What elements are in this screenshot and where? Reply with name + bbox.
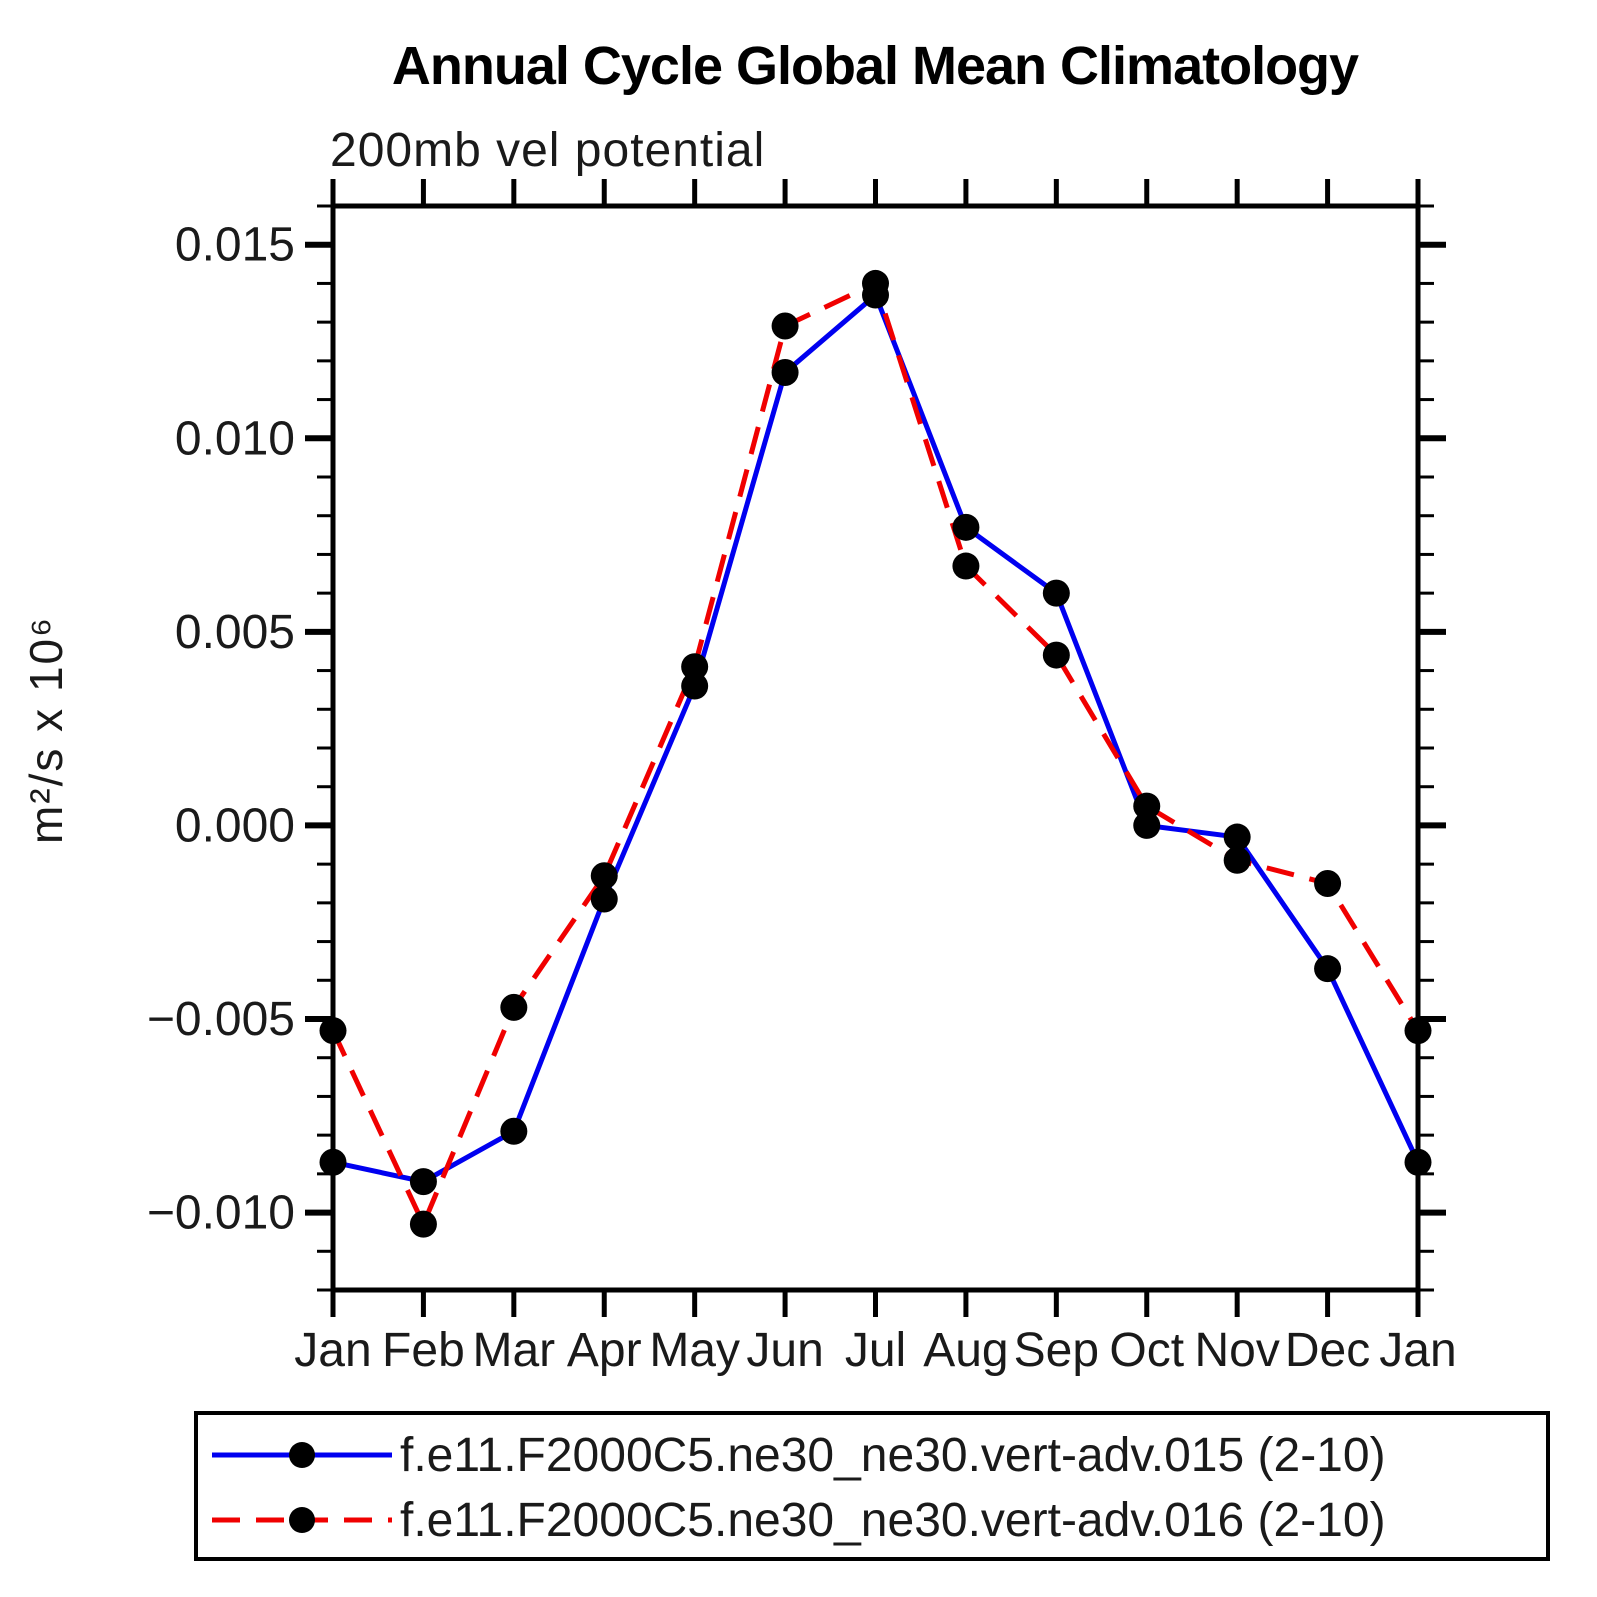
data-point-marker [771, 358, 799, 386]
x-tick-label: May [649, 1324, 740, 1377]
x-tick-label: Mar [472, 1324, 555, 1377]
data-point-marker [1314, 870, 1342, 897]
y-tick-label: −0.010 [147, 1187, 295, 1240]
data-point-marker [952, 513, 980, 541]
y-tick-label: 0.005 [175, 606, 295, 659]
data-point-marker [500, 1117, 528, 1145]
x-tick-label: Oct [1109, 1324, 1184, 1377]
data-point-marker [1223, 846, 1251, 874]
data-point-marker [409, 1210, 437, 1238]
data-point-marker [1223, 823, 1251, 851]
y-tick-label: 0.000 [175, 799, 295, 852]
x-tick-label: Jan [294, 1324, 371, 1377]
x-tick-label: Nov [1194, 1324, 1279, 1377]
x-tick-label: Aug [923, 1324, 1008, 1377]
data-point-marker [862, 269, 889, 297]
data-point-marker [1042, 579, 1070, 607]
data-point-marker [590, 862, 618, 890]
x-tick-label: Sep [1014, 1324, 1099, 1377]
data-point-marker [952, 552, 980, 580]
y-tick-label: 0.010 [175, 412, 295, 465]
data-point-marker [409, 1168, 437, 1196]
data-point-marker [590, 885, 618, 913]
y-axis-label: m²/s x 10⁶ [20, 616, 72, 844]
x-tick-label: Jun [746, 1324, 823, 1377]
x-tick-label: Apr [567, 1324, 642, 1377]
chart-subtitle: 200mb vel potential [330, 124, 765, 177]
x-tick-label: Feb [382, 1324, 465, 1377]
x-tick-label: Jan [1379, 1324, 1456, 1377]
data-point-marker [500, 993, 528, 1021]
data-point-marker [1133, 792, 1161, 820]
axis-ticks [305, 179, 1446, 1317]
data-point-marker [681, 672, 709, 700]
y-tick-label: −0.005 [147, 993, 295, 1046]
data-point-marker [681, 653, 709, 681]
legend-label-series-016: f.e11.F2000C5.ne30_ne30.vert-adv.016 (2-… [400, 1494, 1386, 1547]
data-series-layer [330, 279, 1421, 1231]
axis-tick-labels: Jan Feb Mar Apr May Jun Jul Aug Sep Oct Nov Dec Jan0… [147, 219, 1457, 1377]
data-point-markers [319, 269, 1432, 1238]
legend-box [194, 1411, 1550, 1561]
plot-area-border [330, 203, 1421, 1293]
x-tick-label: Jul [845, 1324, 906, 1377]
series-line-1 [330, 279, 1421, 1231]
data-point-marker [1314, 955, 1342, 983]
legend-marker-icon [289, 1442, 315, 1468]
legend-marker-icon [289, 1507, 315, 1533]
x-tick-label: Dec [1285, 1324, 1370, 1377]
data-point-marker [1133, 811, 1161, 839]
legend-label-series-015: f.e11.F2000C5.ne30_ne30.vert-adv.015 (2-… [400, 1429, 1386, 1482]
data-point-marker [771, 312, 799, 340]
y-tick-label: 0.015 [175, 219, 295, 272]
legend: f.e11.F2000C5.ne30_ne30.vert-adv.015 (2-… [194, 1411, 1550, 1561]
chart-title: Annual Cycle Global Mean Climatology [392, 36, 1359, 96]
data-point-marker [1042, 641, 1070, 669]
